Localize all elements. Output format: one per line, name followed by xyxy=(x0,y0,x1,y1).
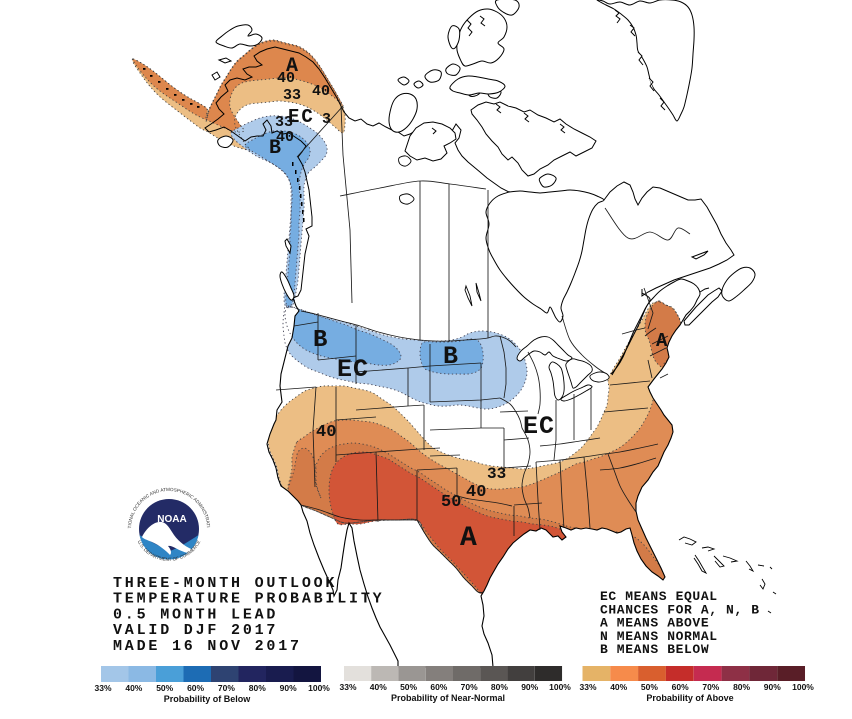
svg-text:40%: 40% xyxy=(125,683,142,693)
svg-text:80%: 80% xyxy=(491,682,508,692)
svg-text:100%: 100% xyxy=(792,682,814,692)
svg-text:TEMPERATURE PROBABILITY: TEMPERATURE PROBABILITY xyxy=(113,591,384,608)
svg-text:70%: 70% xyxy=(218,683,235,693)
svg-text:A: A xyxy=(286,55,298,78)
svg-text:80%: 80% xyxy=(733,682,750,692)
svg-text:EC: EC xyxy=(288,106,315,128)
svg-text:60%: 60% xyxy=(430,682,447,692)
svg-text:Probability of Near-Normal: Probability of Near-Normal xyxy=(391,693,505,703)
svg-text:50: 50 xyxy=(441,493,461,512)
svg-text:Probability of Above: Probability of Above xyxy=(646,693,733,703)
svg-text:50%: 50% xyxy=(156,683,173,693)
svg-text:40: 40 xyxy=(277,70,295,87)
svg-text:B: B xyxy=(269,137,281,160)
svg-text:MADE 16 NOV 2017: MADE 16 NOV 2017 xyxy=(113,638,302,655)
svg-text:EC: EC xyxy=(523,412,555,441)
svg-text:EC MEANS EQUAL: EC MEANS EQUAL xyxy=(600,589,718,604)
svg-text:N MEANS NORMAL: N MEANS NORMAL xyxy=(600,629,718,644)
svg-text:40: 40 xyxy=(466,483,486,502)
svg-text:33%: 33% xyxy=(579,682,596,692)
svg-text:70%: 70% xyxy=(461,682,478,692)
svg-text:40: 40 xyxy=(312,83,330,100)
svg-text:90%: 90% xyxy=(521,682,538,692)
svg-text:A: A xyxy=(656,330,668,352)
svg-text:33: 33 xyxy=(487,465,506,483)
svg-text:80%: 80% xyxy=(249,683,266,693)
svg-text:B MEANS BELOW: B MEANS BELOW xyxy=(600,642,709,657)
svg-text:3: 3 xyxy=(322,111,331,128)
svg-text:A MEANS ABOVE: A MEANS ABOVE xyxy=(600,616,709,631)
svg-text:90%: 90% xyxy=(764,682,781,692)
svg-text:33: 33 xyxy=(275,114,293,131)
svg-text:Probability of Below: Probability of Below xyxy=(164,694,252,704)
svg-text:33: 33 xyxy=(283,87,301,104)
svg-text:CHANCES FOR A, N, B: CHANCES FOR A, N, B xyxy=(600,602,760,617)
svg-text:THREE-MONTH OUTLOOK: THREE-MONTH OUTLOOK xyxy=(113,575,337,592)
svg-text:70%: 70% xyxy=(702,682,719,692)
svg-text:VALID DJF 2017: VALID DJF 2017 xyxy=(113,622,278,639)
svg-text:40%: 40% xyxy=(610,682,627,692)
svg-text:EC: EC xyxy=(337,355,369,384)
svg-text:NOAA: NOAA xyxy=(157,514,186,525)
svg-text:0.5 MONTH LEAD: 0.5 MONTH LEAD xyxy=(113,606,278,623)
svg-text:33%: 33% xyxy=(94,683,111,693)
svg-text:40: 40 xyxy=(276,129,294,146)
svg-text:60%: 60% xyxy=(187,683,204,693)
svg-text:B: B xyxy=(313,327,327,354)
svg-text:60%: 60% xyxy=(672,682,689,692)
svg-text:100%: 100% xyxy=(308,683,330,693)
svg-text:A: A xyxy=(460,523,477,554)
svg-text:100%: 100% xyxy=(549,682,571,692)
svg-text:90%: 90% xyxy=(280,683,297,693)
svg-text:B: B xyxy=(443,342,458,371)
svg-text:33%: 33% xyxy=(339,682,356,692)
svg-text:40%: 40% xyxy=(370,682,387,692)
svg-text:50%: 50% xyxy=(641,682,658,692)
svg-text:40: 40 xyxy=(316,423,336,442)
svg-text:50%: 50% xyxy=(400,682,417,692)
